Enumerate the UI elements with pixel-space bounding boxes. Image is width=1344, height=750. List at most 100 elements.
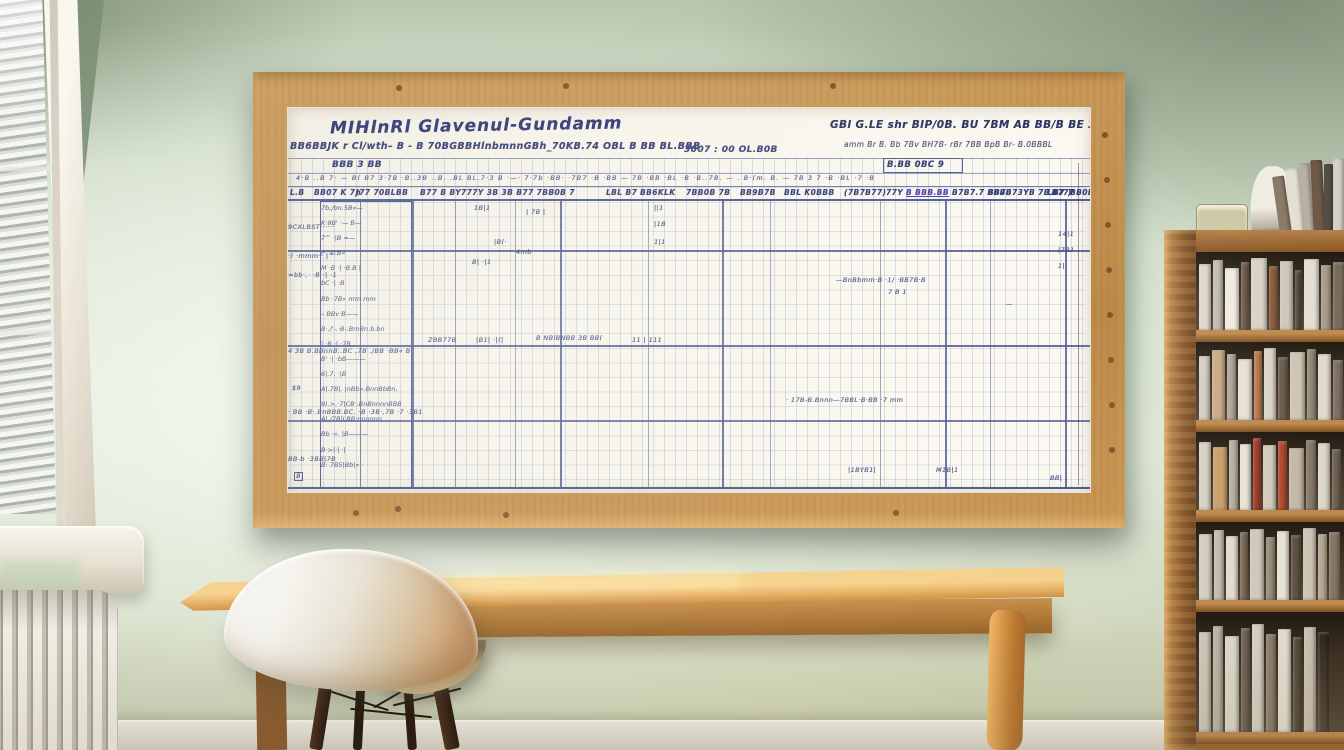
bookshelf-top-rail — [1196, 230, 1344, 252]
chair-shell — [224, 549, 478, 691]
bookshelf-side-panel — [1164, 230, 1196, 750]
row-label: 6|.7. ·|B — [321, 370, 347, 379]
book-spine — [1318, 354, 1331, 420]
peg-hole — [1104, 177, 1110, 183]
column-header: BBL K0BBB — [784, 188, 835, 197]
book-spine — [1254, 351, 1262, 420]
rule-line — [288, 250, 1090, 252]
ledger-header-right-2: amm Br B. Bb 7Bv BH7B- rBr 7BB BpB Br- B… — [844, 140, 1053, 149]
margin-line — [1078, 163, 1079, 485]
cell-entry: |1B — [654, 220, 666, 228]
row-label: B·>|·| ·| — [321, 445, 346, 454]
row-label: A|./7B|LBB·nnnnnn — [321, 415, 383, 424]
book-spine — [1307, 349, 1316, 420]
cell-entry: 1B|1 — [474, 204, 491, 212]
margin-note: ·) ·mmm·· |^ — [288, 252, 335, 260]
book-spine — [1277, 531, 1289, 600]
book-spine — [1290, 352, 1305, 420]
cell-entry: B NBlBNBB 3B BB( — [536, 334, 603, 342]
column-header: J77 70BLBB — [356, 188, 409, 197]
bookshelf-front — [1196, 230, 1344, 750]
book-spine — [1241, 262, 1249, 330]
row-label: Bb ·7B« mm mm — [321, 294, 376, 303]
ledger-header-right-1: GBl G.LE shr BIP/0B. BU 7BM AB BB/B BE 3… — [830, 119, 1090, 131]
column-header: (7B7B77) — [844, 188, 887, 197]
book-spine — [1324, 164, 1333, 234]
wood-knot — [503, 512, 509, 518]
row-label: B' ·| ·bB——— — [321, 354, 366, 363]
book-spine — [1199, 632, 1211, 732]
book-spine — [1213, 626, 1223, 732]
book-spine — [1278, 357, 1288, 420]
rule-line — [288, 199, 1090, 201]
book-spine — [1229, 440, 1238, 510]
wood-knot — [353, 510, 359, 516]
book-spine — [1306, 440, 1316, 510]
cell-entry: |1BYB1| — [848, 466, 877, 474]
row-label: B: 7B5|Bb|« · — [321, 460, 364, 469]
book-spine — [1264, 348, 1276, 420]
book-spine — [1333, 360, 1343, 420]
row-label: | ·B ·| ·7B — [321, 339, 351, 348]
book-spine — [1240, 532, 1248, 600]
shelf-board — [1196, 600, 1344, 612]
bookshelf-books-row — [1196, 522, 1344, 600]
row-label: – BBv·B—— — [321, 309, 359, 318]
peg-hole — [1105, 222, 1111, 228]
column-header: B7B7.7 BBBB — [952, 188, 1012, 197]
margin-note: $9 — [292, 384, 302, 392]
bookshelf-books-row — [1196, 342, 1344, 420]
bookshelf-books-row — [1196, 252, 1344, 330]
peg-hole — [1106, 267, 1112, 273]
rule-line — [288, 420, 1090, 422]
book-spine — [1333, 158, 1344, 234]
rule-line — [880, 201, 881, 488]
book-spine — [1333, 262, 1344, 330]
rule-line — [648, 201, 649, 488]
ledger-stamp-label: BBB 3 BB — [332, 160, 383, 170]
bookshelf-books-row — [1196, 612, 1344, 732]
row-label: B·./'-.·B-.BmBn.b.bn — [321, 324, 385, 333]
glass-jar — [1196, 204, 1248, 234]
book-spine — [1278, 629, 1291, 732]
column-header: BB07 K 7h — [314, 188, 362, 197]
column-header: 77Y — [886, 188, 904, 197]
cell-entry: | 7B | — [526, 208, 546, 216]
row-label: P' ·b.B« — [321, 249, 346, 258]
rule-line — [455, 201, 456, 488]
book-spine — [1251, 258, 1267, 330]
wood-knot — [563, 83, 569, 89]
row-label: 7^ ·|B ≈— — [321, 234, 356, 243]
book-spine — [1212, 350, 1225, 420]
book-spine — [1266, 537, 1275, 600]
margin-checkbox: B — [294, 472, 303, 481]
ledger-tick-row: 4·B ..B 7· — B( B7 3·7B ·B..3B ..B. .BL … — [296, 174, 876, 182]
cell-entry: 7 B 1 — [888, 288, 907, 296]
book-spine — [1199, 442, 1211, 510]
desk-leg-right — [986, 609, 1026, 750]
book-spine — [1289, 448, 1304, 510]
sill-reflection — [0, 560, 80, 592]
column-header: BB9B7B — [740, 188, 776, 197]
book-spine — [1214, 530, 1224, 600]
peg-hole — [1102, 132, 1108, 138]
rule-line — [515, 201, 516, 488]
row-label-divider — [360, 201, 362, 488]
book-spine-red — [1278, 441, 1287, 510]
ledger-sheet: MIHlnRl Glavenul-Gundamm BB6BBJK r Cl/wt… — [288, 108, 1090, 492]
book-spine — [1199, 356, 1210, 420]
column-header: 1B777 — [1046, 188, 1075, 197]
book-spine — [1240, 444, 1251, 510]
row-label — [321, 473, 481, 488]
cell-entry: —BnBbmm·B ·1/ ·BB7B·B — [836, 276, 926, 284]
rule-line — [722, 201, 724, 488]
margin-note: 4 3B B.BBnnB:.BC ,7B ./BB ·BB« B — [288, 347, 411, 355]
book-spine — [1213, 447, 1227, 510]
book-spine — [1329, 532, 1340, 600]
row-label: 9).>.·7|CB·.BnBnnnnBBB — [321, 400, 402, 409]
book-spine — [1304, 259, 1319, 330]
cell-entry: ||1 — [654, 204, 664, 212]
book-spine — [1213, 260, 1223, 330]
book-spine — [1318, 443, 1330, 510]
rule-line — [945, 201, 947, 488]
